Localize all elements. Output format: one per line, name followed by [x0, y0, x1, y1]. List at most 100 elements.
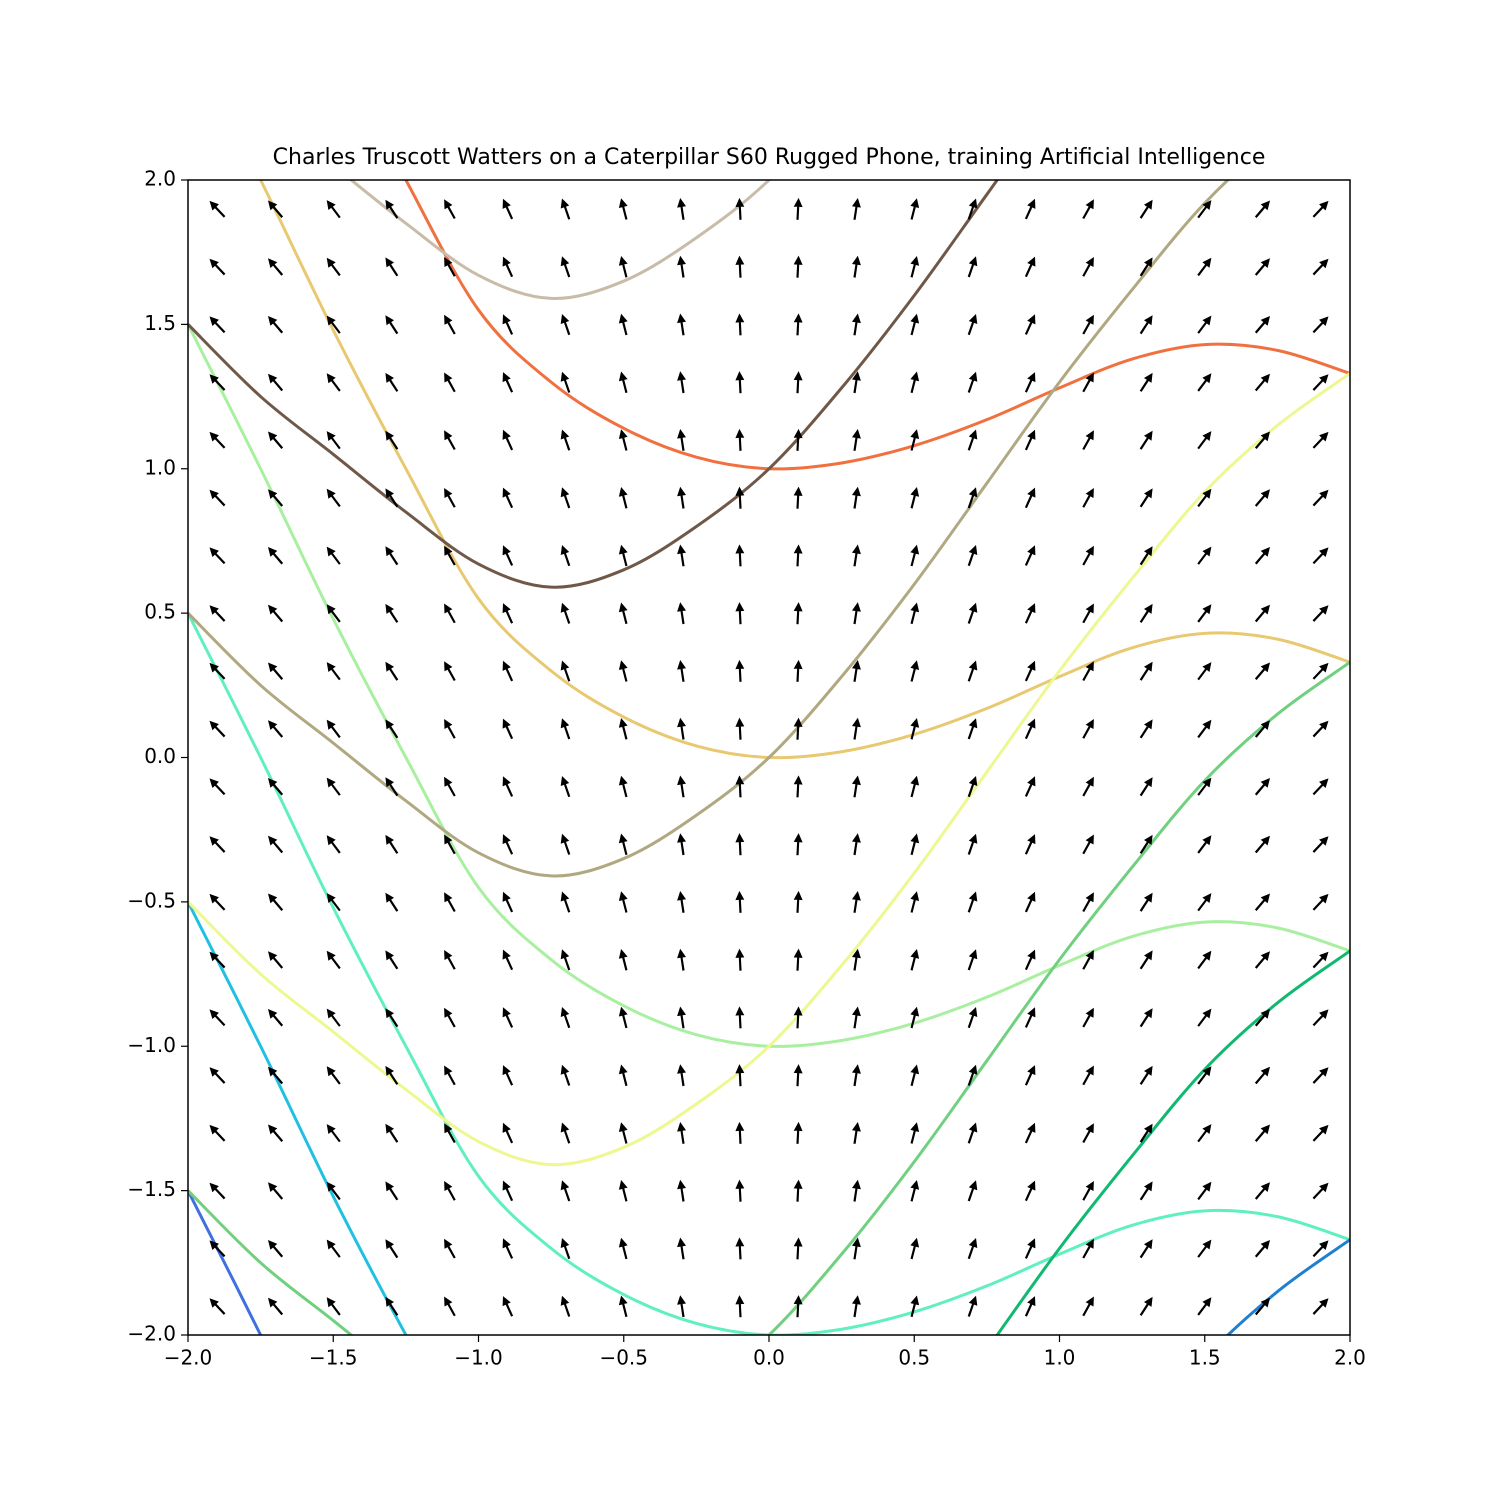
- quiver-arrow: [618, 1064, 628, 1087]
- quiver-arrow: [1082, 1238, 1094, 1259]
- quiver-arrow: [385, 661, 399, 681]
- quiver-arrow: [967, 891, 978, 913]
- quiver-arrow: [793, 255, 803, 278]
- quiver-arrow: [268, 662, 284, 680]
- y-tick-label: 0.0: [144, 744, 176, 768]
- quiver-arrow: [1254, 489, 1270, 507]
- quiver-arrow: [967, 487, 978, 509]
- quiver-arrow: [1024, 660, 1036, 682]
- quiver-arrow: [326, 257, 341, 277]
- quiver-arrow: [910, 1122, 920, 1144]
- quiver-arrow: [1139, 661, 1153, 681]
- quiver-arrow: [1197, 200, 1212, 219]
- quiver-arrow: [502, 256, 514, 278]
- quiver-arrow: [502, 314, 514, 335]
- quiver-arrow: [502, 891, 514, 913]
- quiver-arrow: [793, 313, 803, 336]
- quiver-arrow: [793, 775, 803, 798]
- quiver-arrow: [1024, 198, 1036, 220]
- quiver-arrow: [209, 605, 226, 622]
- quiver-arrow: [1082, 488, 1094, 508]
- quiver-arrow: [268, 720, 284, 738]
- chart-title: Charles Truscott Watters on a Caterpilla…: [273, 145, 1266, 170]
- quiver-arrow: [618, 544, 628, 567]
- quiver-arrow: [1139, 546, 1153, 566]
- quiver-arrow: [1024, 776, 1036, 797]
- quiver-arrow: [1254, 1009, 1270, 1027]
- quiver-arrow: [618, 1122, 628, 1144]
- quiver-arrow: [444, 1181, 456, 1201]
- quiver-arrow: [560, 1295, 571, 1317]
- quiver-arrow: [793, 544, 803, 567]
- quiver-arrow: [502, 603, 514, 624]
- quiver-arrow: [209, 836, 226, 853]
- quiver-arrow: [268, 489, 284, 507]
- quiver-arrow: [502, 718, 514, 740]
- quiver-arrow: [385, 315, 399, 335]
- quiver-arrow: [1139, 488, 1153, 508]
- quiver-arrow: [677, 486, 686, 509]
- quiver-arrow: [677, 717, 686, 740]
- quiver-arrow: [1312, 1298, 1329, 1315]
- quiver-arrow: [1254, 662, 1270, 680]
- quiver-arrow: [910, 775, 920, 798]
- quiver-arrow: [677, 948, 686, 971]
- quiver-arrow: [735, 544, 745, 567]
- quiver-arrow: [1312, 605, 1329, 622]
- quiver-arrow: [967, 429, 978, 451]
- quiver-arrow: [1197, 1181, 1212, 1201]
- quiver-arrow: [1312, 662, 1329, 680]
- quiver-arrow: [793, 1179, 803, 1202]
- quiver-arrow: [793, 1006, 803, 1029]
- quiver-arrow: [852, 429, 861, 451]
- quiver-arrow: [1082, 545, 1094, 566]
- quiver-arrow: [502, 372, 514, 393]
- quiver-arrow: [444, 257, 456, 277]
- quiver-arrow: [1139, 603, 1153, 623]
- quiver-arrow: [677, 255, 686, 278]
- quiver-arrow: [560, 1064, 571, 1086]
- quiver-arrow: [1197, 431, 1212, 450]
- quiver-arrow: [852, 775, 861, 798]
- x-tick-label: 1.5: [1189, 1346, 1221, 1370]
- quiver-arrow: [1139, 372, 1153, 392]
- quiver-arrow: [502, 487, 514, 509]
- quiver-arrow: [444, 1065, 456, 1086]
- quiver-arrow: [852, 1237, 861, 1260]
- quiver-arrow: [1139, 1239, 1153, 1259]
- quiver-arrow: [326, 1008, 341, 1027]
- quiver-arrow: [444, 1296, 456, 1317]
- quiver-arrow: [444, 1123, 456, 1143]
- quiver-arrow: [385, 777, 399, 797]
- quiver-arrow: [209, 1124, 226, 1142]
- quiver-arrow: [560, 429, 571, 451]
- quiver-arrow: [560, 949, 571, 971]
- quiver-arrow: [910, 660, 920, 682]
- quiver-arrow: [1312, 778, 1329, 796]
- quiver-arrow: [618, 602, 628, 625]
- quiver-arrow: [735, 717, 745, 740]
- quiver-arrow: [209, 1182, 226, 1200]
- quiver-arrow: [209, 258, 226, 276]
- quiver-arrow: [502, 776, 514, 797]
- y-tick-label: 2.0: [144, 167, 176, 191]
- quiver-arrow: [502, 834, 514, 855]
- quiver-arrow: [1312, 1009, 1329, 1027]
- quiver-arrow: [967, 833, 978, 855]
- quiver-arrow: [209, 720, 226, 738]
- quiver-arrow: [1082, 661, 1094, 681]
- quiver-arrow: [618, 371, 628, 394]
- quiver-arrow: [1254, 1124, 1270, 1142]
- quiver-arrow: [618, 487, 628, 509]
- quiver-arrow: [910, 371, 920, 394]
- quiver-arrow: [444, 892, 456, 912]
- quiver-arrow: [1139, 315, 1153, 335]
- x-tick-label: −1.5: [309, 1346, 358, 1370]
- quiver-arrow: [1139, 950, 1153, 970]
- x-tick-label: −2.0: [164, 1346, 213, 1370]
- solution-curve: [188, 180, 1000, 589]
- quiver-arrow: [385, 834, 399, 854]
- quiver-arrow: [385, 892, 399, 912]
- quiver-arrow: [1312, 1240, 1329, 1258]
- quiver-arrow: [852, 544, 861, 567]
